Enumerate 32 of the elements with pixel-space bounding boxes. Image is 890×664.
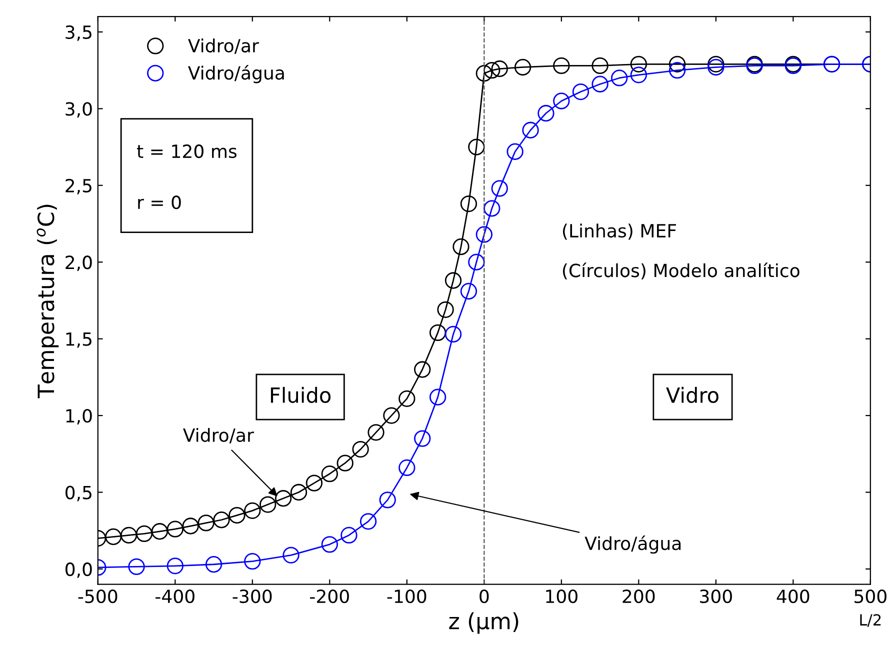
x-tick-label: -200 [310, 590, 349, 604]
x-tick-label: 200 [622, 590, 655, 604]
annotation: Fluido [270, 386, 331, 404]
x-tick-label: 400 [776, 590, 810, 604]
y-tick-label: 2,0 [66, 256, 92, 272]
y-tick-label: 1,5 [66, 332, 92, 348]
x-tick-label: -400 [156, 590, 194, 604]
y-tick-label: 1,0 [66, 408, 92, 424]
x-tick-label: -500 [78, 590, 118, 604]
annotation: t = 120 ms [137, 144, 237, 158]
x-tick-label: -300 [232, 590, 272, 604]
annotation: Vidro [666, 386, 718, 404]
x-tick-label: 0 [480, 590, 489, 604]
y-tick-label: 3,0 [66, 102, 92, 118]
legend-label: Vidro/ar [188, 38, 259, 54]
y-tick-label: 2,5 [66, 178, 92, 194]
y-axis-title: Temperatura ($^{o}$C) [36, 204, 59, 398]
annotation: Vidro/água [584, 535, 681, 554]
annotation: Vidro/ar [183, 428, 254, 444]
annotation: r = 0 [138, 196, 181, 210]
x-tick-label: 500 [854, 590, 886, 604]
x-tick-label: -100 [387, 590, 426, 604]
annotation: (Círculos) Modelo analítico [562, 262, 800, 280]
y-tick-label: 0,5 [66, 486, 92, 502]
x-tick-label: 100 [546, 590, 578, 604]
text: L/2 [860, 614, 881, 627]
x-axis-title: z (μm) [449, 612, 518, 634]
y-tick-label: 0,0 [66, 562, 92, 578]
x-tick-label: 300 [700, 590, 732, 604]
annotation: (Linhas) MEF [562, 224, 676, 240]
y-tick-label: 3,5 [66, 25, 92, 41]
legend-label: Vidro/água [188, 65, 284, 84]
